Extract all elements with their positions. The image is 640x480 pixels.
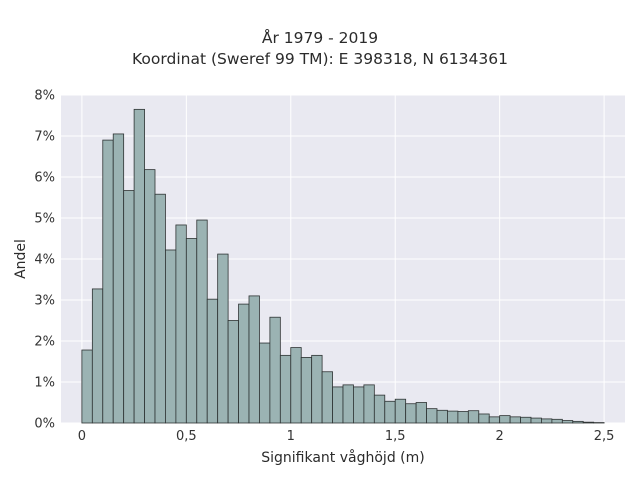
histogram-bar — [311, 354, 323, 424]
histogram-bar — [133, 108, 145, 424]
histogram-bar — [248, 295, 260, 424]
histogram-bar — [520, 416, 532, 424]
x-axis-label: Signifikant våghöjd (m) — [261, 449, 424, 466]
x-tick-label: 2,5 — [594, 429, 615, 444]
histogram-bar — [290, 347, 302, 424]
histogram-bar — [123, 190, 135, 424]
histogram-bar — [436, 409, 448, 424]
chart-title: År 1979 - 2019 — [261, 29, 379, 47]
histogram-bar — [457, 411, 469, 424]
histogram-bar — [175, 224, 187, 424]
histogram-bar — [426, 408, 438, 424]
histogram-bar — [300, 356, 313, 424]
x-tick-label: 1 — [287, 429, 295, 444]
histogram-bar — [384, 400, 396, 424]
x-tick-label: 0,5 — [176, 429, 197, 444]
histogram-bar — [206, 298, 219, 424]
x-tick-label: 2 — [496, 429, 504, 444]
histogram-bar — [394, 398, 407, 424]
y-tick-label: 3% — [34, 294, 55, 309]
histogram-bar — [279, 354, 292, 424]
histogram-bar — [415, 402, 427, 424]
bars — [81, 108, 605, 424]
histogram-bar — [509, 416, 521, 424]
histogram-bar — [154, 193, 166, 424]
y-tick-label: 0% — [34, 417, 55, 432]
histogram-bar — [499, 415, 511, 424]
histogram-bar — [144, 169, 156, 424]
histogram-bar — [269, 316, 281, 424]
histogram-bar — [185, 238, 198, 424]
y-tick-label: 6% — [34, 171, 55, 186]
histogram-bar — [582, 421, 595, 424]
histogram-bar — [196, 219, 208, 424]
histogram-bar — [112, 133, 125, 424]
x-tick-labels: 0 0,5 1 1,5 2 2,5 — [78, 429, 615, 444]
histogram-bar — [572, 420, 584, 424]
histogram-bar — [238, 303, 250, 424]
histogram-bar — [551, 418, 563, 424]
histogram-bar — [102, 139, 114, 424]
histogram-bar — [488, 416, 501, 424]
histogram-bar — [353, 386, 365, 424]
histogram-bar — [405, 403, 417, 424]
histogram-bar — [342, 384, 354, 424]
histogram-bar — [363, 384, 375, 424]
histogram-bar — [541, 418, 553, 424]
y-tick-labels: 0% 1% 2% 3% 4% 5% 6% 7% 8% — [34, 89, 55, 432]
y-tick-label: 7% — [34, 130, 55, 145]
histogram-bar — [259, 342, 271, 424]
histogram-bar — [373, 394, 386, 424]
y-tick-label: 1% — [34, 376, 55, 391]
histogram-bar — [227, 320, 239, 424]
y-axis-label: Andel — [13, 239, 29, 279]
chart-title-block: År 1979 - 2019 Koordinat (Sweref 99 TM):… — [0, 28, 640, 70]
y-tick-label: 2% — [34, 335, 55, 350]
histogram-bar — [561, 420, 574, 424]
y-tick-label: 8% — [34, 89, 55, 104]
histogram-bar — [332, 386, 344, 424]
histogram-bar — [467, 410, 480, 424]
histogram-bar — [81, 349, 93, 424]
histogram-bar — [447, 410, 459, 424]
histogram-bar — [165, 249, 177, 424]
chart-subtitle: Koordinat (Sweref 99 TM): E 398318, N 61… — [132, 50, 508, 68]
histogram-bar — [321, 371, 333, 424]
y-tick-label: 4% — [34, 253, 55, 268]
x-tick-label: 1,5 — [385, 429, 406, 444]
histogram-bar — [91, 288, 104, 424]
histogram-bar — [530, 417, 542, 424]
x-tick-label: 0 — [78, 429, 86, 444]
histogram-bar — [478, 413, 490, 424]
y-tick-label: 5% — [34, 212, 55, 227]
histogram-bar — [217, 253, 229, 424]
